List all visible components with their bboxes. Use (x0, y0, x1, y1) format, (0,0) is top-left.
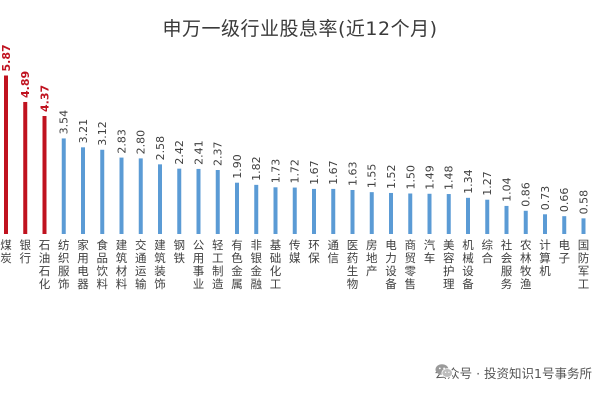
category-label-13: 有色金属 (231, 238, 243, 291)
category-label-11: 公用事业 (193, 238, 205, 291)
data-label-10: 2.42 (173, 140, 186, 165)
data-label-29: 0.73 (539, 186, 552, 211)
data-label-4: 3.54 (58, 110, 71, 135)
category-label-24: 美容护理 (443, 238, 455, 291)
category-label-21: 电力设备 (385, 238, 397, 291)
bar-15 (273, 187, 278, 234)
data-label-6: 3.12 (96, 121, 109, 146)
category-label-9: 建筑装饰 (154, 238, 166, 291)
category-label-5: 家用电器 (77, 238, 89, 291)
watermark: 公众号 · 投资知识1号事务所 (435, 363, 592, 382)
category-label-12: 轻工制造 (212, 238, 224, 291)
bar-28 (523, 210, 528, 234)
data-label-28: 0.86 (520, 182, 533, 207)
bar-14 (254, 184, 259, 234)
bar-20 (369, 192, 374, 234)
category-label-23: 汽车 (424, 238, 436, 265)
data-label-22: 1.50 (404, 165, 417, 190)
data-label-1: 5.87 (0, 44, 13, 71)
bar-10 (177, 168, 182, 234)
category-label-20: 房地产 (366, 238, 378, 278)
category-label-4: 纺织服饰 (58, 238, 70, 291)
category-label-1: 煤炭 (0, 238, 12, 265)
data-label-20: 1.55 (366, 164, 379, 189)
watermark-text: 公众号 · 投资知识1号事务所 (434, 366, 592, 381)
category-label-6: 食品饮料 (97, 238, 109, 291)
category-label-8: 交通运输 (135, 238, 147, 291)
bar-9 (158, 164, 162, 234)
bar-12 (215, 170, 220, 234)
bar-22 (408, 193, 413, 234)
category-label-27: 社会服务 (501, 238, 513, 291)
category-label-19: 医药生物 (347, 238, 359, 291)
category-label-31: 国防军工 (578, 238, 590, 291)
data-label-14: 1.82 (250, 156, 263, 181)
data-label-21: 1.52 (385, 164, 398, 189)
category-label-2: 银行 (20, 238, 32, 265)
data-label-25: 1.34 (462, 169, 475, 194)
category-label-14: 非银金融 (251, 238, 263, 291)
data-label-26: 1.27 (481, 171, 494, 196)
bar-29 (543, 214, 547, 234)
category-label-10: 钢铁 (174, 238, 186, 265)
bar-31 (581, 218, 586, 234)
data-label-11: 2.41 (193, 140, 206, 165)
data-label-23: 1.49 (424, 165, 437, 190)
category-label-18: 通信 (328, 238, 340, 265)
bar-13 (235, 182, 239, 234)
bar-26 (485, 199, 490, 234)
data-label-9: 2.58 (154, 136, 167, 161)
category-label-30: 电子 (559, 238, 571, 265)
category-label-15: 基础化工 (270, 238, 282, 291)
bar-6 (100, 149, 105, 234)
data-label-12: 2.37 (212, 142, 225, 167)
category-label-26: 综合 (482, 238, 494, 265)
bar-3 (42, 116, 47, 234)
bar-24 (446, 194, 451, 234)
bar-19 (350, 189, 355, 234)
bar-25 (466, 197, 470, 234)
bar-17 (312, 188, 316, 234)
bar-16 (292, 187, 297, 234)
data-label-27: 1.04 (501, 177, 514, 202)
chart-title: 申万一级行业股息率(近12个月) (162, 18, 438, 40)
category-label-16: 传媒 (289, 238, 301, 265)
data-label-15: 1.73 (270, 159, 283, 184)
category-label-17: 环保 (308, 238, 320, 265)
data-label-3: 4.37 (39, 85, 52, 112)
bar-5 (81, 147, 85, 234)
data-label-19: 1.63 (347, 161, 360, 186)
data-label-30: 0.66 (558, 188, 571, 213)
data-label-13: 1.90 (231, 154, 244, 179)
bar-8 (138, 158, 143, 234)
data-label-24: 1.48 (443, 166, 456, 191)
bar-18 (331, 188, 336, 234)
category-label-28: 农林牧渔 (520, 238, 532, 291)
category-label-25: 机械设备 (462, 238, 474, 291)
category-label-22: 商贸零售 (405, 238, 417, 291)
bar-4 (61, 138, 66, 234)
bar-2 (23, 101, 28, 234)
bar-27 (504, 205, 509, 234)
bar-30 (562, 216, 567, 234)
data-label-17: 1.67 (308, 160, 321, 185)
data-label-18: 1.67 (327, 160, 340, 185)
data-label-2: 4.89 (19, 71, 32, 98)
bar-7 (119, 157, 124, 234)
bar-1 (4, 75, 8, 234)
category-label-7: 建筑材料 (116, 238, 128, 291)
category-label-3: 石油石化 (39, 238, 51, 291)
data-label-16: 1.72 (289, 159, 302, 184)
wechat-icon (435, 364, 453, 378)
category-label-29: 计算机 (539, 238, 551, 278)
data-label-8: 2.80 (135, 130, 148, 155)
data-label-5: 3.21 (77, 119, 90, 144)
bar-21 (389, 192, 393, 234)
bar-23 (427, 193, 432, 234)
data-label-31: 0.58 (578, 190, 591, 215)
bar-11 (196, 168, 201, 234)
data-label-7: 2.83 (116, 129, 129, 154)
